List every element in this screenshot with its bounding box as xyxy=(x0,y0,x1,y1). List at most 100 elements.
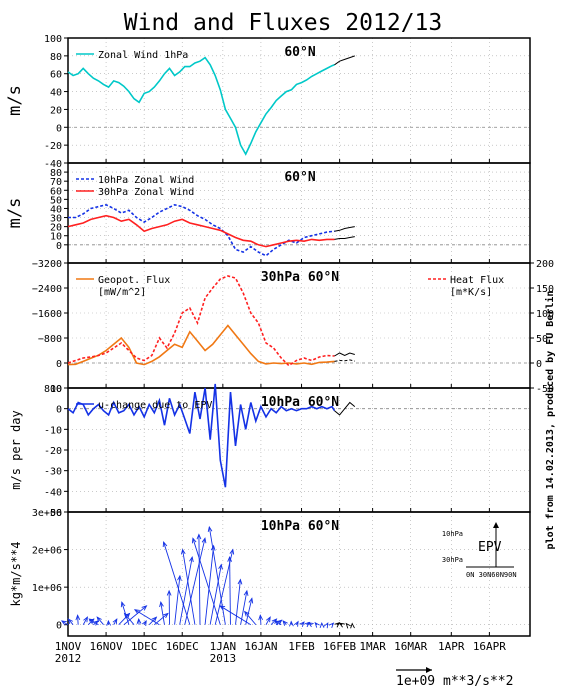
epv-vector xyxy=(134,609,160,626)
y-tick-label: 0 xyxy=(56,621,62,632)
legend-label: 10hPa Zonal Wind xyxy=(98,175,194,186)
legend-units: [m*K/s] xyxy=(450,287,492,298)
epv-arrowhead xyxy=(237,578,243,585)
epv-arrowhead xyxy=(218,563,223,570)
y-tick-label: 40 xyxy=(50,88,62,99)
epv-arrowhead xyxy=(210,544,216,551)
epv-vector xyxy=(182,549,196,625)
panel-frame xyxy=(67,511,531,637)
y-tick-label: 10 xyxy=(50,232,62,243)
epv-vector xyxy=(244,611,257,626)
epv-arrowhead xyxy=(189,555,194,563)
epv-vector xyxy=(219,605,252,626)
epv-arrowhead xyxy=(243,610,250,617)
epv-vector xyxy=(67,618,74,626)
epv-arrowhead xyxy=(229,548,235,555)
epv-arrowhead xyxy=(162,540,168,548)
y-tick-label: 0 xyxy=(56,123,62,134)
epv-vector xyxy=(160,602,165,625)
series-line xyxy=(67,275,335,367)
epv-arrowhead xyxy=(289,620,294,627)
epv-legend-bottom: 30hPa xyxy=(442,556,463,564)
y-tick-label: 3e+06 xyxy=(32,508,62,519)
y-tick-label: 40 xyxy=(50,204,62,215)
x-tick-label: 16DEC xyxy=(166,640,199,653)
epv-vector xyxy=(174,575,181,625)
panel-title: 30hPa 60°N xyxy=(261,270,339,285)
y-tick-label: 80 xyxy=(50,52,62,63)
epv-arrowhead xyxy=(328,622,335,629)
epv-vector xyxy=(77,615,79,625)
arrow-icon xyxy=(426,667,432,673)
epv-vector xyxy=(259,615,262,625)
y-tick-label: 80 xyxy=(50,168,62,179)
epv-arrowhead xyxy=(207,525,213,532)
epv-arrowhead xyxy=(293,620,299,627)
y-tick-label: 60 xyxy=(50,186,62,197)
y2-tick-label: 100 xyxy=(536,309,554,320)
series-line xyxy=(334,359,355,362)
y-tick-label: -20 xyxy=(44,141,62,152)
y2-tick-label: 0 xyxy=(536,359,542,370)
x-tick-label: 1FEB xyxy=(288,640,315,653)
x-tick-sublabel: 2013 xyxy=(210,652,237,665)
x-tick-sublabel: 2012 xyxy=(55,652,82,665)
epv-vector xyxy=(179,557,193,625)
epv-arrowhead xyxy=(112,618,118,625)
panel-title: 60°N xyxy=(284,45,315,60)
epv-arrowhead xyxy=(106,619,112,626)
epv-arrowhead xyxy=(162,612,169,619)
epv-vector xyxy=(192,538,221,625)
epv-arrowhead xyxy=(350,622,355,629)
series-line xyxy=(334,226,355,232)
epv-arrowhead xyxy=(133,609,140,615)
arrow-up-icon xyxy=(493,522,499,528)
series-line xyxy=(334,236,355,240)
series-line xyxy=(67,383,336,488)
epv-arrowhead xyxy=(151,616,158,623)
y-tick-label: 20 xyxy=(50,223,62,234)
series-line xyxy=(67,56,335,156)
epv-arrowhead xyxy=(191,537,197,544)
panel-title: 60°N xyxy=(284,170,315,185)
epv-vector xyxy=(208,526,226,625)
epv-arrowhead xyxy=(75,614,81,621)
series-line xyxy=(334,55,355,66)
epv-arrowhead xyxy=(319,622,325,629)
panel-epv-vectors: 0 1e+06 2e+06 3e+06 10hPa 60°N kg*m/s**4 10hPa… xyxy=(9,508,531,637)
y-tick-label: -40 xyxy=(44,159,62,170)
epv-vector xyxy=(235,579,241,625)
figure-title: Wind and Fluxes 2012/13 xyxy=(124,10,443,36)
epv-arrowhead xyxy=(196,533,202,540)
epv-arrowhead xyxy=(166,589,172,596)
y-axis-label: m/s xyxy=(5,198,25,229)
y-tick-label: -20 xyxy=(44,446,62,457)
x-tick-label: 1APR xyxy=(438,640,465,653)
legend-label: Geopot. Flux xyxy=(98,275,170,286)
epv-arrowhead xyxy=(120,601,126,608)
epv-arrowhead xyxy=(159,601,164,608)
epv-arrowhead xyxy=(123,612,130,619)
legend-label: 30hPa Zonal Wind xyxy=(98,187,194,198)
epv-arrowhead xyxy=(282,620,288,626)
y-tick-label: −2400 xyxy=(32,284,62,295)
epv-arrowhead xyxy=(265,616,271,623)
epv-arrowhead xyxy=(136,617,142,624)
epv-arrowhead xyxy=(180,548,186,555)
series-line xyxy=(334,352,355,357)
epv-arrowhead xyxy=(201,537,207,544)
y-tick-label: 0 xyxy=(56,405,62,416)
epv-arrowhead xyxy=(67,618,74,625)
panel-zonal-wind-1hpa: -40 -20 0 20 40 60 80 100 60°N m/s Zonal Wind 1hPa xyxy=(5,34,531,170)
scale-note: 1e+09 m**3/s**2 xyxy=(396,667,513,689)
y2-tick-label: 200 xyxy=(536,259,554,270)
epv-arrowhead xyxy=(219,605,226,611)
series-line xyxy=(334,401,356,416)
legend-label: Heat Flux xyxy=(450,275,504,286)
x-tick-label: 16NOV xyxy=(90,640,123,653)
epv-arrowhead xyxy=(60,620,67,626)
epv-vector xyxy=(209,564,222,625)
